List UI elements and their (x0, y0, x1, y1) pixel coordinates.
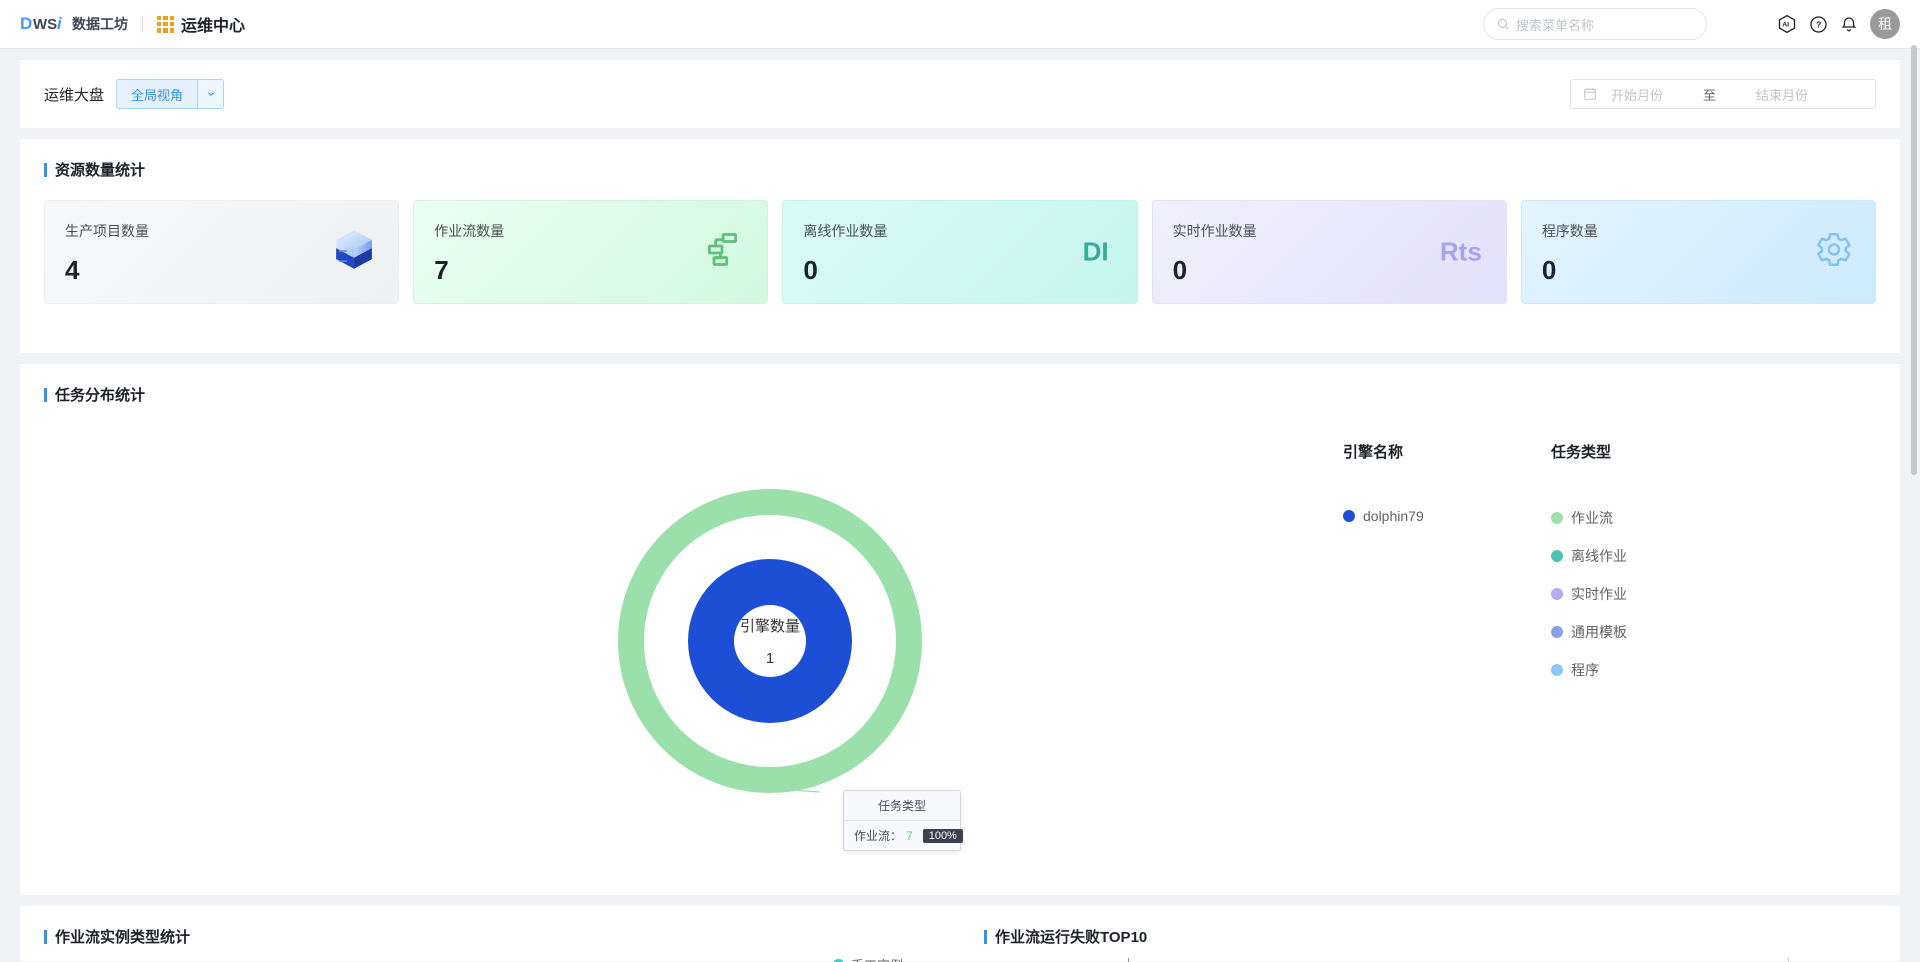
svg-text:?: ? (1816, 19, 1821, 29)
svg-text:WS: WS (33, 16, 57, 33)
svg-text:D: D (20, 14, 32, 33)
svg-text:i: i (57, 14, 63, 33)
svg-text:AI: AI (1782, 21, 1789, 28)
